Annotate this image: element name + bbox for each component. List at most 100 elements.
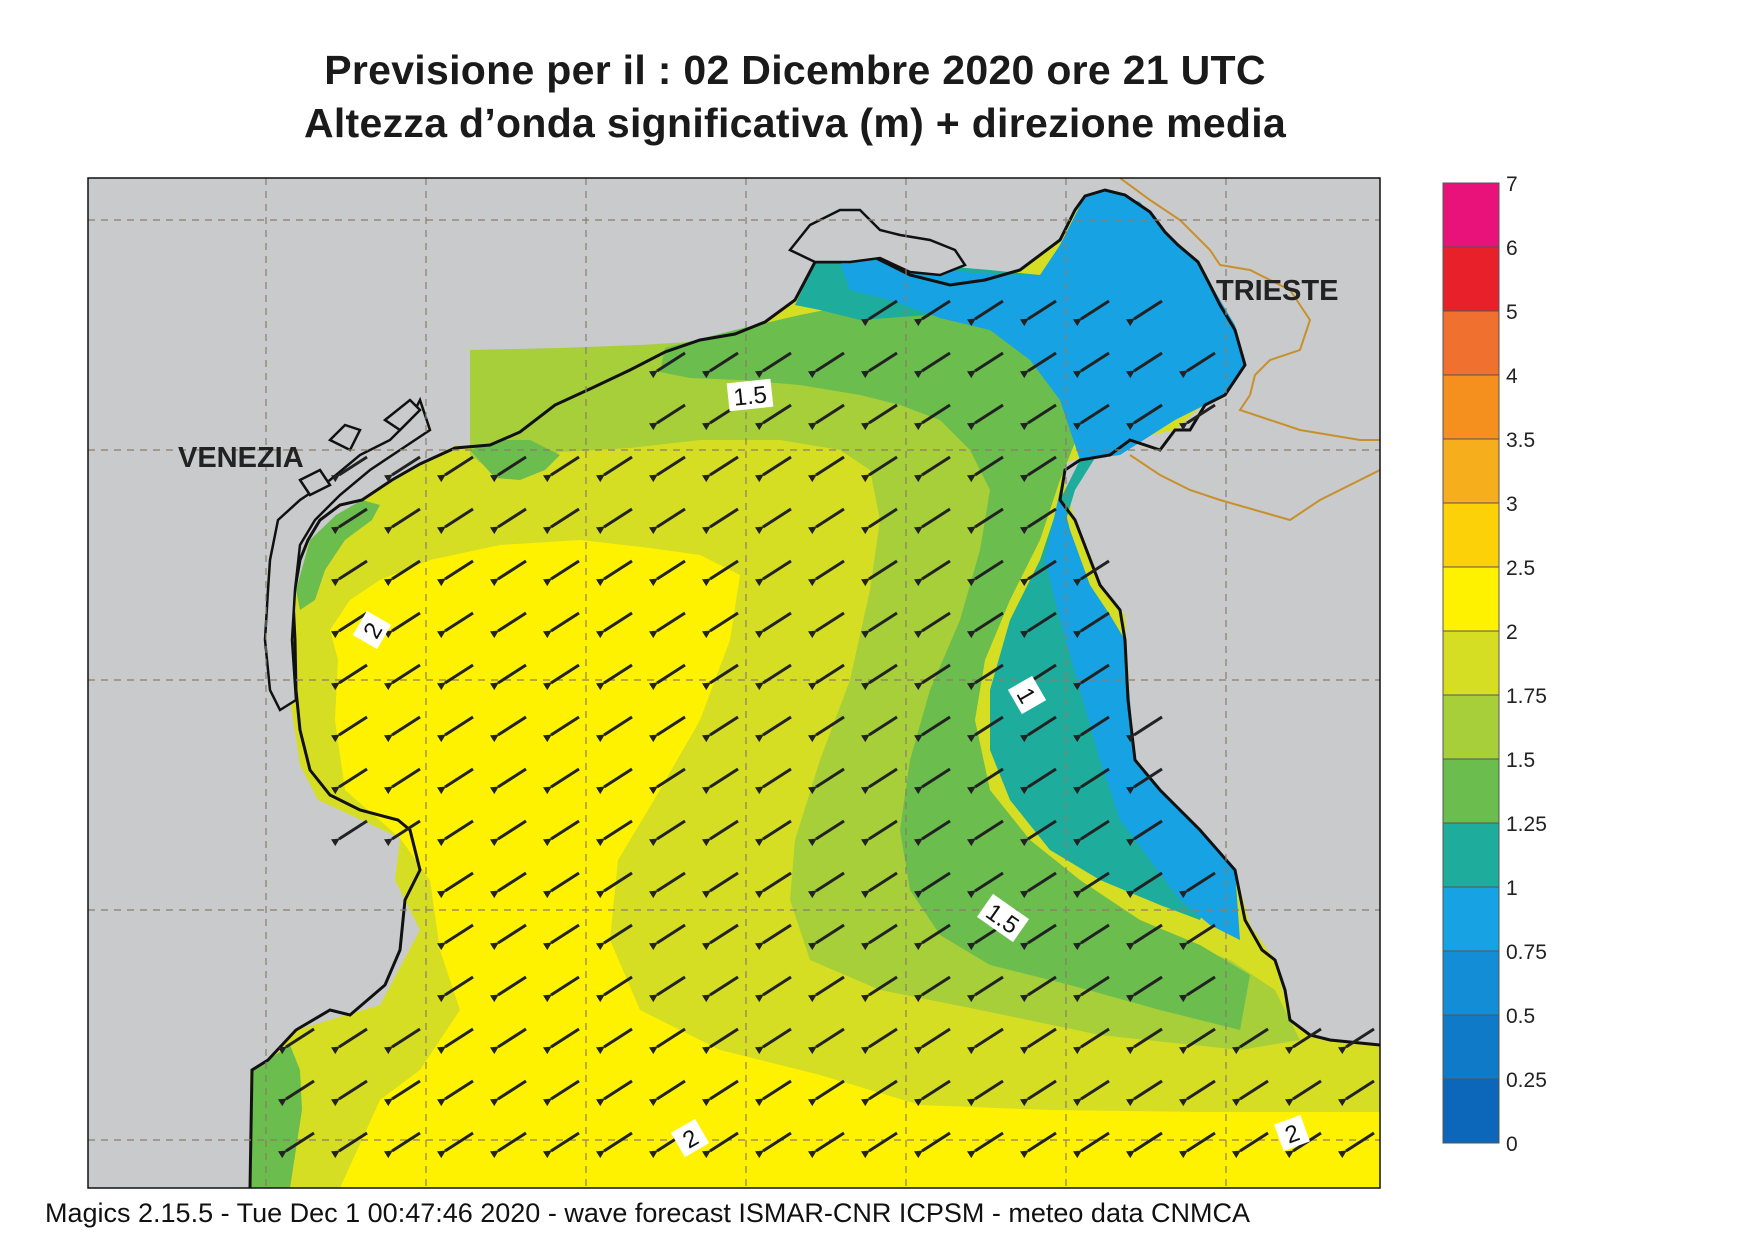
contour-label-2-south-a: 2 [670,1118,710,1158]
direction-arrow [595,507,633,535]
state-border-2 [1129,454,1381,522]
direction-arrow [436,871,474,899]
direction-arrow [913,403,951,431]
direction-arrow [754,1131,792,1159]
direction-arrow [436,923,474,951]
direction-arrow [383,715,421,743]
direction-arrow [1125,923,1163,951]
legend-tick-label: 4 [1506,365,1518,388]
direction-arrow [966,819,1004,847]
direction-arrow [330,1079,368,1107]
direction-arrow [754,923,792,951]
direction-arrow [1125,403,1163,431]
legend-tick-label: 3.5 [1506,429,1535,452]
direction-arrow [913,1027,951,1055]
direction-arrow [1019,715,1057,743]
direction-arrow [595,767,633,795]
direction-arrow [330,1131,368,1159]
legend-tick-label: 0.5 [1506,1005,1535,1028]
direction-arrow [807,559,845,587]
direction-arrow [701,923,739,951]
direction-arrow [1019,299,1057,327]
direction-arrow [648,923,686,951]
direction-arrow [966,1079,1004,1107]
direction-arrow [913,455,951,483]
direction-arrow [754,559,792,587]
direction-arrow [1019,1079,1057,1107]
direction-arrow [330,611,368,639]
legend-band [1442,630,1500,696]
direction-arrow [383,455,421,483]
direction-arrow [436,767,474,795]
direction-arrow [966,559,1004,587]
direction-arrow [1019,819,1057,847]
direction-arrow [489,455,527,483]
legend-tick-label: 1 [1506,877,1518,900]
wave-band-0.75-1-east [1045,490,1240,940]
direction-arrow [330,767,368,795]
direction-arrow [1178,351,1216,379]
direction-arrow [913,715,951,743]
direction-arrow [754,975,792,1003]
direction-arrow [754,767,792,795]
map-frame [87,177,1381,1189]
direction-arrow [701,1027,739,1055]
direction-arrow [542,923,580,951]
map-title-line2: Altezza d’onda significativa (m) + direz… [303,100,1287,146]
direction-arrow [754,403,792,431]
direction-arrow [1231,1027,1269,1055]
venice-lagoon-islands [263,208,967,712]
direction-arrow [913,611,951,639]
direction-arrow [1231,1131,1269,1159]
legend-band [1442,438,1500,504]
direction-arrow [966,871,1004,899]
direction-arrow [542,507,580,535]
direction-arrow [542,663,580,691]
direction-arrow [1337,1131,1375,1159]
direction-arrow [383,1027,421,1055]
direction-arrow [489,767,527,795]
contour-label-1.5-north: 1.5 [726,378,774,412]
direction-arrow [330,1027,368,1055]
direction-arrow [1019,559,1057,587]
direction-arrow [1178,1027,1216,1055]
direction-arrow [807,715,845,743]
direction-arrow [330,559,368,587]
direction-arrow [1019,767,1057,795]
direction-arrow [701,1079,739,1107]
legend-tick-label: 2 [1506,621,1518,644]
direction-arrow [648,767,686,795]
legend-tick-label: 0 [1506,1133,1518,1156]
direction-arrow [595,1131,633,1159]
direction-arrow [860,819,898,847]
direction-arrow [966,507,1004,535]
contour-labels: 1.5 2 1 1.5 2 2 [352,378,1310,1158]
direction-arrow [489,663,527,691]
legend-tick-label: 1.75 [1506,685,1547,708]
direction-arrow [701,1131,739,1159]
wave-band-1.25-1.5-south [250,1045,302,1188]
direction-arrow [1072,871,1110,899]
direction-arrow [1125,1027,1163,1055]
direction-arrow [1019,351,1057,379]
direction-arrow [754,455,792,483]
direction-arrow [1125,299,1163,327]
legend-tick-label: 3 [1506,493,1518,516]
legend-band [1442,502,1500,568]
direction-arrow [807,975,845,1003]
direction-arrow [966,455,1004,483]
direction-arrow [1072,1079,1110,1107]
direction-arrow [966,715,1004,743]
direction-arrow [701,975,739,1003]
direction-arrow [754,715,792,743]
direction-arrow [1125,767,1163,795]
state-border [1119,177,1380,441]
legend-band [1442,758,1500,824]
direction-arrow [807,403,845,431]
direction-arrow [542,715,580,743]
direction-arrow [542,819,580,847]
direction-arrow [860,975,898,1003]
direction-arrow [595,871,633,899]
direction-arrow [277,1131,315,1159]
direction-arrow [648,819,686,847]
